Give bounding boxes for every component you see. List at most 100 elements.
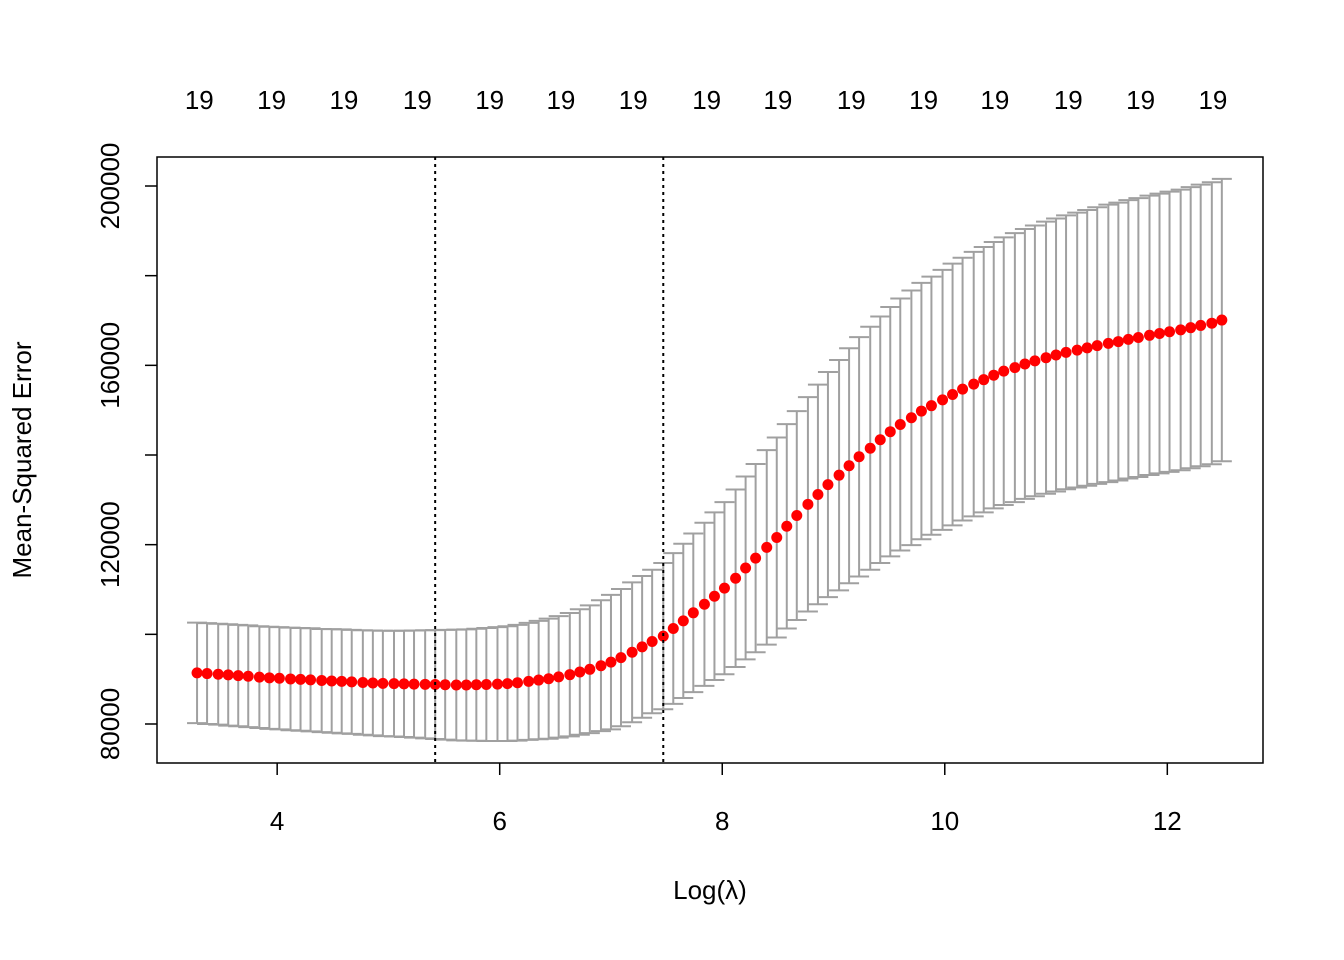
point bbox=[833, 469, 845, 481]
point bbox=[1122, 333, 1134, 345]
point bbox=[1185, 322, 1197, 334]
point bbox=[377, 677, 389, 689]
point bbox=[750, 552, 762, 564]
point bbox=[1154, 328, 1166, 340]
point bbox=[968, 378, 980, 390]
point bbox=[698, 598, 710, 610]
point bbox=[584, 663, 596, 675]
point bbox=[201, 668, 213, 680]
top-count-label: 19 bbox=[909, 85, 938, 115]
point bbox=[285, 673, 297, 685]
point bbox=[822, 479, 834, 491]
point bbox=[730, 572, 742, 584]
point bbox=[636, 641, 648, 653]
point bbox=[388, 678, 400, 690]
point bbox=[615, 652, 627, 664]
point bbox=[533, 674, 545, 686]
point bbox=[915, 405, 927, 417]
point bbox=[998, 365, 1010, 377]
point bbox=[212, 668, 224, 680]
point bbox=[1132, 332, 1144, 344]
point bbox=[346, 676, 358, 688]
top-count-label: 19 bbox=[837, 85, 866, 115]
point bbox=[574, 666, 586, 678]
x-tick-label: 4 bbox=[270, 806, 284, 836]
point bbox=[253, 671, 265, 683]
point bbox=[853, 451, 865, 463]
point bbox=[316, 675, 328, 687]
point bbox=[1102, 337, 1114, 349]
point bbox=[874, 434, 886, 446]
point bbox=[460, 679, 472, 691]
point bbox=[718, 582, 730, 594]
plot-frame bbox=[156, 156, 1264, 764]
top-count-label: 19 bbox=[1054, 85, 1083, 115]
point bbox=[263, 672, 275, 684]
point bbox=[905, 412, 917, 424]
point bbox=[1164, 326, 1176, 338]
point bbox=[242, 670, 254, 682]
point bbox=[470, 679, 482, 691]
x-tick-label: 10 bbox=[930, 806, 959, 836]
point bbox=[791, 510, 803, 522]
point bbox=[802, 498, 814, 510]
x-axis-label: Log(λ) bbox=[673, 875, 747, 905]
top-count-label: 19 bbox=[403, 85, 432, 115]
point bbox=[1060, 346, 1072, 358]
point bbox=[232, 670, 244, 682]
point bbox=[543, 673, 555, 685]
point bbox=[419, 678, 431, 690]
point bbox=[1195, 319, 1207, 331]
point bbox=[357, 677, 369, 689]
point bbox=[708, 590, 720, 602]
point bbox=[864, 442, 876, 454]
point bbox=[667, 623, 679, 635]
point bbox=[947, 388, 959, 400]
point bbox=[894, 419, 906, 431]
point bbox=[677, 615, 689, 627]
point bbox=[595, 660, 607, 672]
point bbox=[937, 394, 949, 406]
top-count-label: 19 bbox=[1126, 85, 1155, 115]
point bbox=[843, 460, 855, 472]
point bbox=[1040, 352, 1052, 364]
point bbox=[501, 678, 513, 690]
point bbox=[1050, 349, 1062, 361]
point bbox=[491, 678, 503, 690]
point bbox=[771, 531, 783, 543]
point bbox=[336, 675, 348, 687]
y-tick-label: 120000 bbox=[95, 501, 125, 588]
point bbox=[398, 678, 410, 690]
point bbox=[273, 672, 285, 684]
point bbox=[687, 607, 699, 619]
top-count-label: 19 bbox=[329, 85, 358, 115]
point bbox=[1091, 340, 1103, 352]
point bbox=[1175, 324, 1187, 336]
point bbox=[978, 374, 990, 386]
y-axis-label: Mean-Squared Error bbox=[7, 341, 37, 578]
point bbox=[326, 675, 338, 687]
y-tick-label: 200000 bbox=[95, 143, 125, 230]
y-tick-label: 160000 bbox=[95, 322, 125, 409]
point bbox=[222, 669, 234, 681]
point bbox=[439, 679, 451, 691]
point bbox=[191, 667, 203, 679]
point bbox=[605, 656, 617, 668]
point bbox=[1071, 344, 1083, 356]
point bbox=[1112, 336, 1124, 348]
point bbox=[553, 671, 565, 683]
point bbox=[523, 675, 535, 687]
point bbox=[1029, 355, 1041, 367]
point bbox=[295, 673, 307, 685]
top-count-label: 19 bbox=[475, 85, 504, 115]
top-count-label: 19 bbox=[185, 85, 214, 115]
point bbox=[761, 541, 773, 553]
top-count-label: 19 bbox=[619, 85, 648, 115]
point bbox=[1081, 342, 1093, 354]
point bbox=[512, 677, 524, 689]
point bbox=[812, 488, 824, 500]
point bbox=[957, 383, 969, 395]
y-tick-label: 80000 bbox=[95, 688, 125, 760]
point bbox=[740, 562, 752, 574]
point bbox=[305, 674, 317, 686]
